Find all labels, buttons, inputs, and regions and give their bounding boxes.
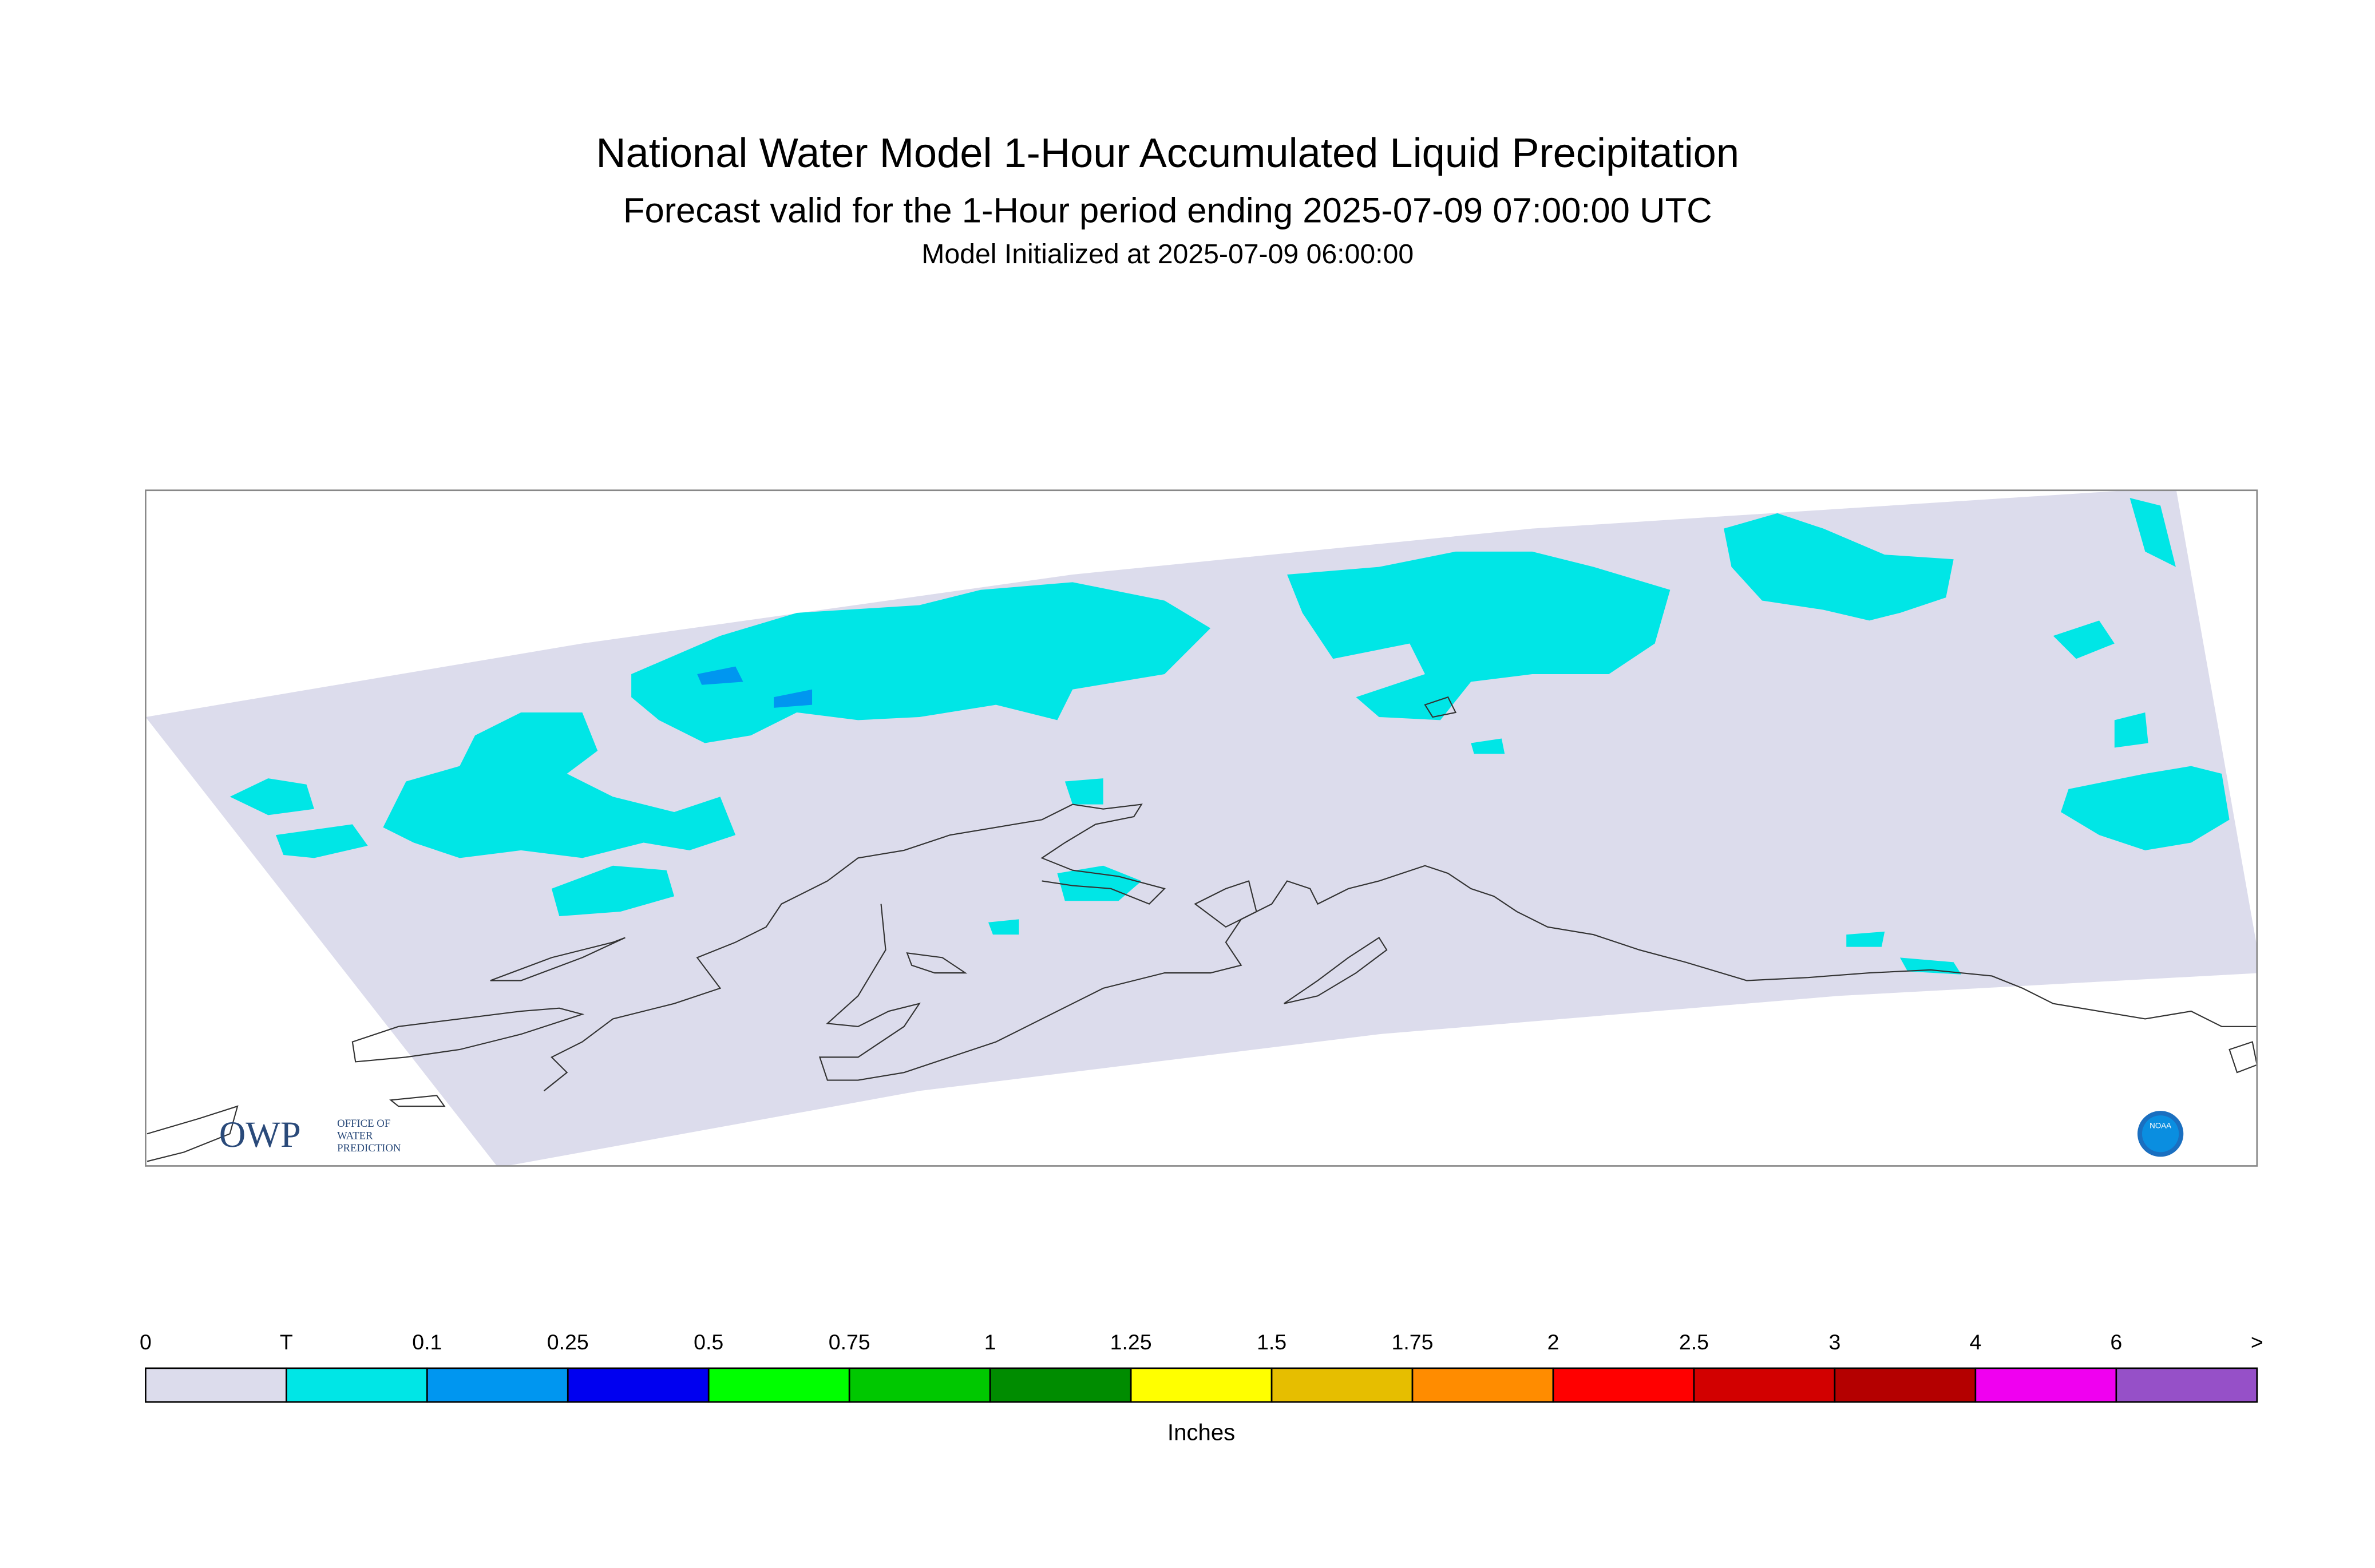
legend-label: 0.1 (412, 1330, 442, 1354)
legend-swatch (1693, 1367, 1836, 1403)
legend-swatch (1834, 1367, 1977, 1403)
noaa-logo: NOAA (2137, 1111, 2184, 1157)
legend: 0 T 0.1 0.25 0.5 0.75 1 1.25 1.5 1.75 2 2.5 3 4 6 > (140, 1330, 2263, 1403)
legend-swatch (1552, 1367, 1695, 1403)
legend-label: T (280, 1330, 293, 1354)
legend-label: 2.5 (1679, 1330, 1709, 1354)
legend-swatch (707, 1367, 850, 1403)
owp-logo-line: WATER (337, 1130, 373, 1142)
legend-swatch (145, 1367, 287, 1403)
legend-label: > (2251, 1330, 2263, 1354)
legend-swatch (567, 1367, 710, 1403)
legend-swatch (1130, 1367, 1273, 1403)
legend-label: 4 (1969, 1330, 1981, 1354)
map (145, 490, 2257, 1166)
owp-logo-text: OWP (219, 1114, 301, 1155)
legend-swatch (1270, 1367, 1414, 1403)
legend-swatch (1974, 1367, 2117, 1403)
owp-logo-line: PREDICTION (337, 1142, 401, 1154)
legend-label: 1.25 (1110, 1330, 1152, 1354)
init-time: Model Initialized at 2025-07-09 06:00:00 (921, 239, 1414, 270)
noaa-logo-text: NOAA (2150, 1121, 2171, 1130)
owp-logo-line: OFFICE OF (337, 1118, 390, 1130)
owp-logo: OWP OFFICE OF WATER PREDICTION (219, 1114, 401, 1155)
legend-label: 6 (2110, 1330, 2122, 1354)
legend-label: 1.5 (1257, 1330, 1287, 1354)
legend-swatch (286, 1367, 428, 1403)
legend-label: 3 (1828, 1330, 1840, 1354)
legend-swatch (848, 1367, 991, 1403)
legend-swatch (2115, 1367, 2258, 1403)
coastlines (147, 696, 2257, 1162)
legend-swatch (989, 1367, 1132, 1403)
legend-label: 0 (140, 1330, 152, 1354)
legend-swatch (426, 1367, 569, 1403)
legend-label: 0.75 (829, 1330, 870, 1354)
legend-label: 2 (1547, 1330, 1559, 1354)
legend-units: Inches (1167, 1420, 1235, 1446)
title: National Water Model 1-Hour Accumulated … (596, 130, 1739, 176)
legend-label: 1.75 (1392, 1330, 1434, 1354)
subtitle: Forecast valid for the 1-Hour period end… (623, 191, 1712, 230)
legend-label: 1 (984, 1330, 996, 1354)
legend-swatch (1411, 1367, 1554, 1403)
owp-logo-subtext: OFFICE OF WATER PREDICTION (337, 1118, 401, 1154)
legend-label: 0.25 (547, 1330, 589, 1354)
legend-label: 0.5 (694, 1330, 723, 1354)
map-frame (145, 489, 2258, 1167)
